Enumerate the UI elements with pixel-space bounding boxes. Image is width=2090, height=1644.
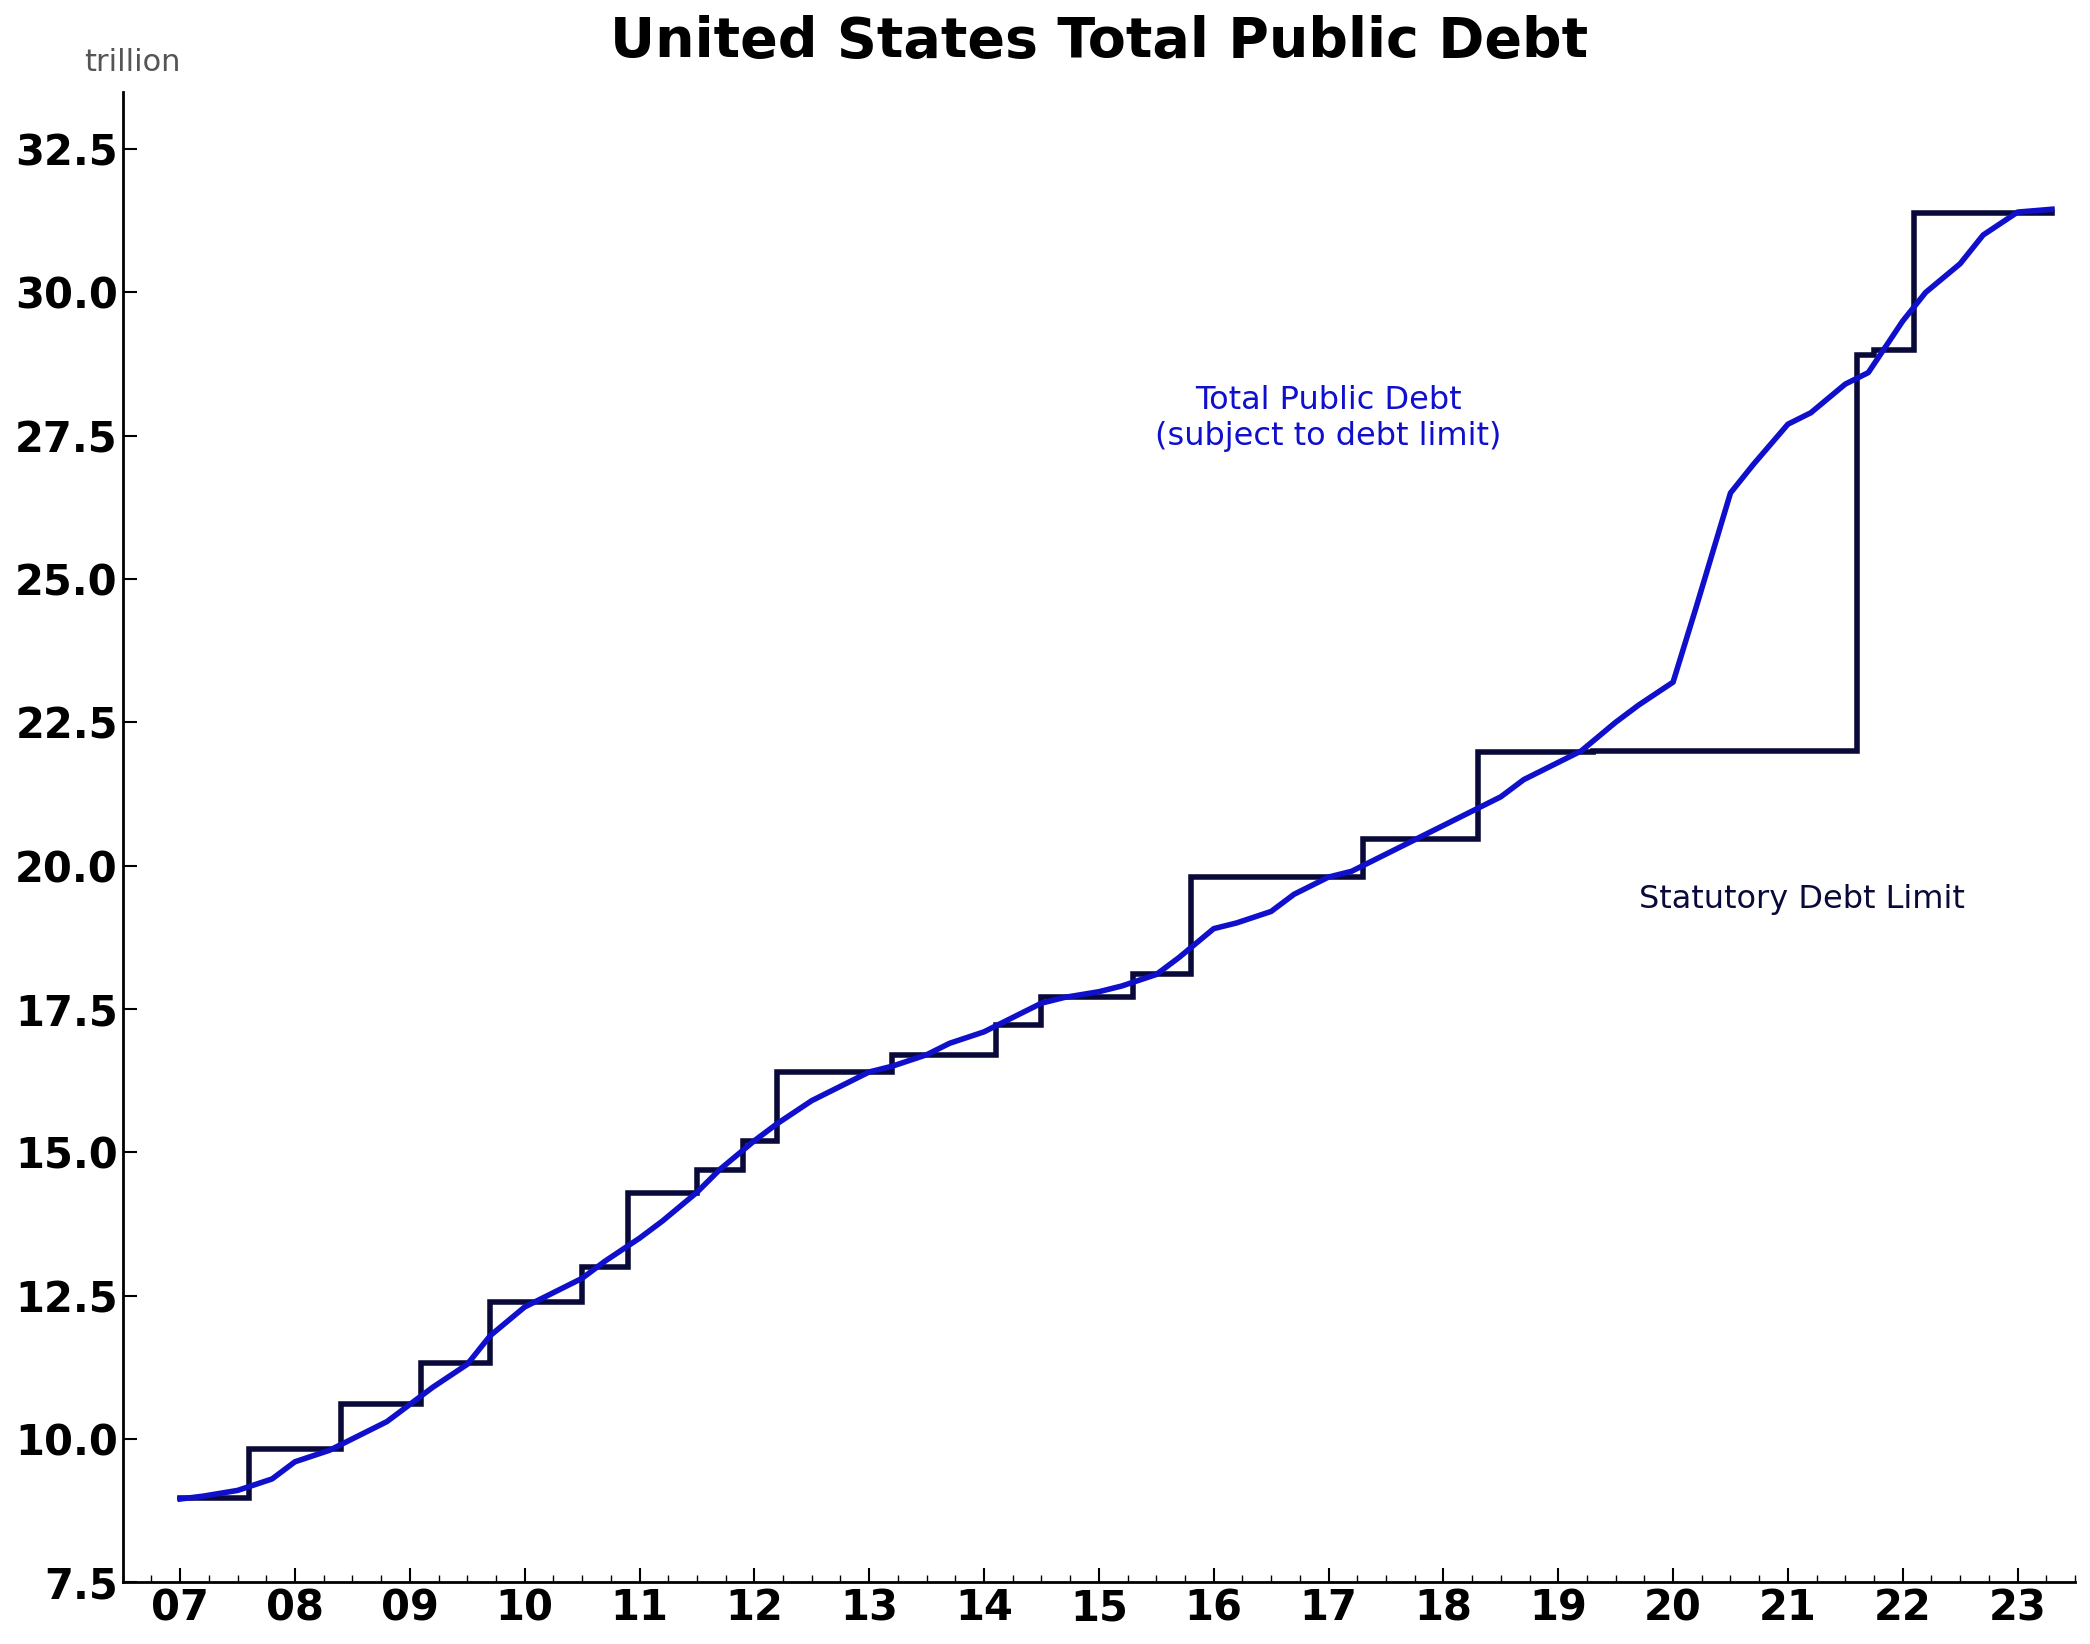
- Text: Total Public Debt
(subject to debt limit): Total Public Debt (subject to debt limit…: [1156, 385, 1503, 452]
- Text: trillion: trillion: [84, 48, 180, 77]
- Text: Statutory Debt Limit: Statutory Debt Limit: [1639, 884, 1965, 916]
- Title: United States Total Public Debt: United States Total Public Debt: [610, 15, 1588, 69]
